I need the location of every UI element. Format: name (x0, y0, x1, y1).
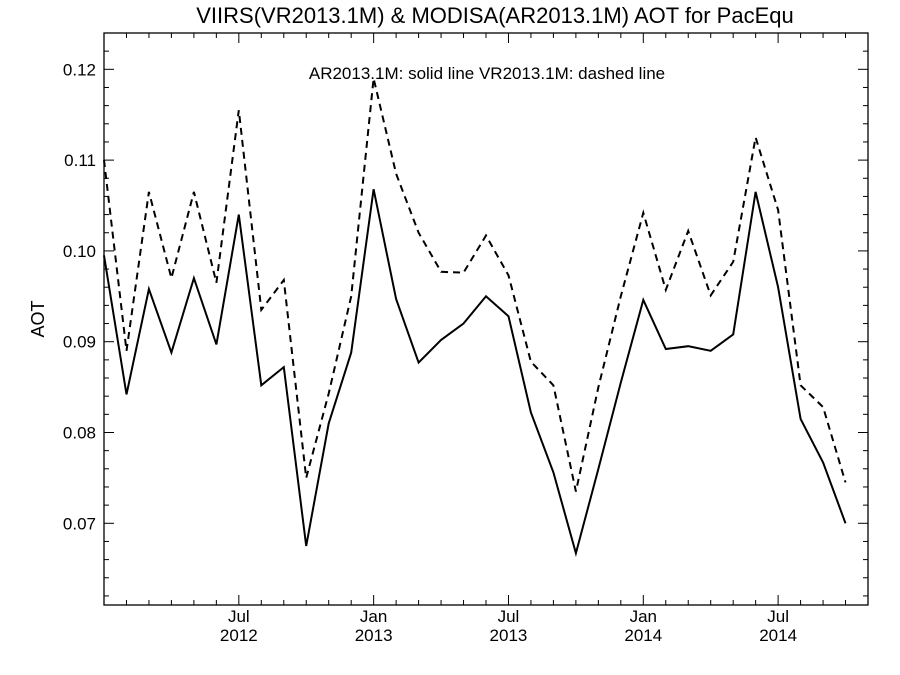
series-line-ar2013-1m (103, 188, 847, 558)
x-tick-label-year: 2013 (490, 626, 528, 645)
x-tick-label-month: Jan (630, 607, 657, 626)
axis-ticks (103, 32, 869, 605)
x-tick-label-year: 2014 (759, 626, 797, 645)
y-tick-label: 0.07 (63, 514, 96, 533)
chart-title: VIIRS(VR2013.1M) & MODISA(AR2013.1M) AOT… (196, 3, 793, 28)
series-line-vr2013-1m (103, 78, 847, 492)
x-tick-label-year: 2013 (355, 626, 393, 645)
y-tick-label: 0.10 (63, 242, 96, 261)
x-tick-label-year: 2012 (220, 626, 258, 645)
y-tick-label: 0.09 (63, 333, 96, 352)
x-tick-label-month: Jul (767, 607, 789, 626)
x-tick-label-month: Jan (360, 607, 387, 626)
plot-frame (103, 32, 869, 606)
y-axis-label: AOT (28, 300, 48, 337)
x-tick-label-month: Jul (228, 607, 250, 626)
x-tick-label-year: 2014 (624, 626, 662, 645)
y-tick-label: 0.08 (63, 423, 96, 442)
legend-annotation: AR2013.1M: solid line VR2013.1M: dashed … (309, 64, 665, 83)
tick-labels: 0.070.080.090.100.110.12Jul2012Jan2013Ju… (63, 60, 797, 645)
x-tick-label-month: Jul (498, 607, 520, 626)
series-lines (103, 78, 847, 558)
y-tick-label: 0.12 (63, 60, 96, 79)
y-tick-label: 0.11 (64, 151, 96, 170)
